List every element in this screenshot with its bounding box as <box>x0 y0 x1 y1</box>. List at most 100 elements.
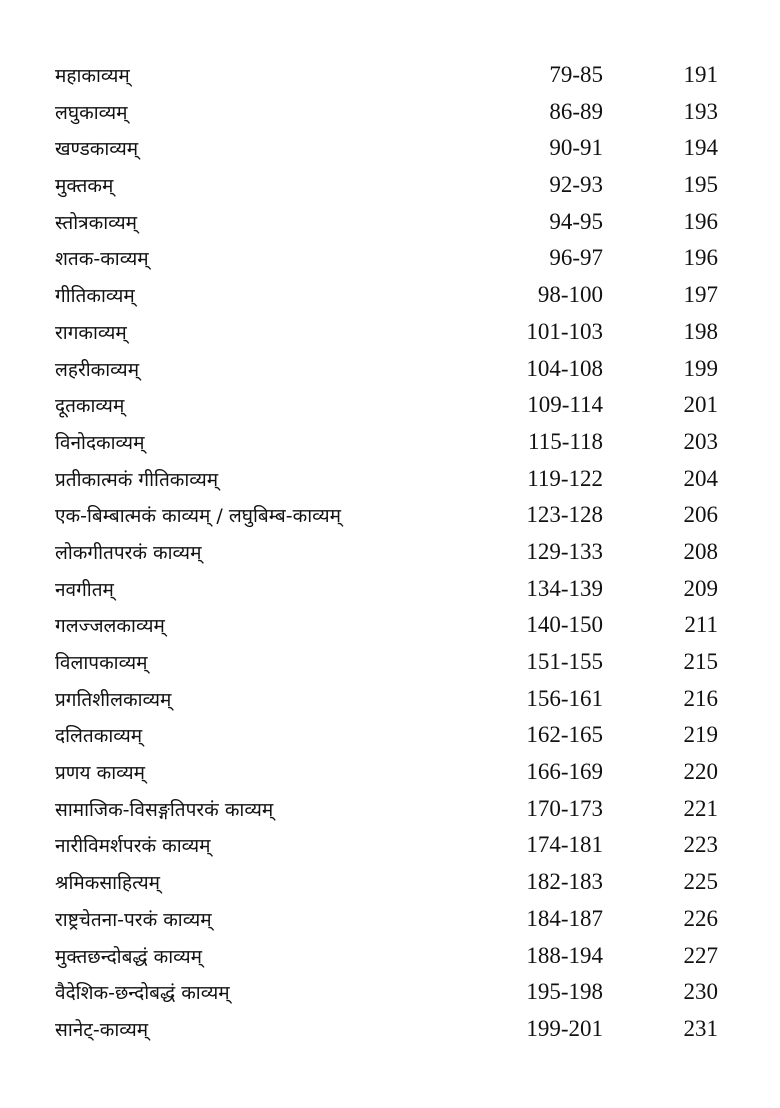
entry-range: 101-103 <box>526 318 603 344</box>
table-of-contents: महाकाव्यम् 79-85 191 लघुकाव्यम् 86-89 193 खण्ड… <box>0 60 780 1051</box>
entry-title: नवगीतम् <box>55 578 114 601</box>
entry-page: 194 <box>683 135 719 161</box>
entry-page: 231 <box>683 1015 719 1041</box>
entry-range: 182-183 <box>526 869 603 895</box>
entry-title: राष्ट्रचेतना-परकं काव्यम् <box>55 908 212 931</box>
entry-page: 201 <box>683 392 719 418</box>
entry-range: 129-133 <box>526 538 603 564</box>
entry-range: 170-173 <box>526 795 603 821</box>
entry-page: 204 <box>683 465 719 491</box>
entry-title: लहरीकाव्यम् <box>55 358 140 381</box>
toc-entry: विलापकाव्यम् 151-155 215 <box>0 647 780 684</box>
entry-page: 197 <box>683 282 719 308</box>
entry-title: प्रगतिशीलकाव्यम् <box>55 688 172 711</box>
toc-entry: वैदेशिक-छन्दोबद्धं काव्यम् 195-198 230 <box>0 977 780 1014</box>
entry-title: शतक-काव्यम् <box>55 248 149 271</box>
toc-entry: स्तोत्रकाव्यम् 94-95 196 <box>0 207 780 244</box>
entry-range: 123-128 <box>526 502 603 528</box>
toc-entry: रागकाव्यम् 101-103 198 <box>0 317 780 354</box>
entry-range: 134-139 <box>526 575 603 601</box>
entry-page: 208 <box>683 538 719 564</box>
toc-entry: गलज्जलकाव्यम् 140-150 211 <box>0 610 780 647</box>
toc-entry: मुक्तछन्दोबद्धं काव्यम् 188-194 227 <box>0 941 780 978</box>
toc-entry: लहरीकाव्यम् 104-108 199 <box>0 354 780 391</box>
entry-range: 109-114 <box>527 392 603 418</box>
entry-title: गीतिकाव्यम् <box>55 285 135 308</box>
entry-title: नारीविमर्शपरकं काव्यम् <box>55 835 211 858</box>
entry-page: 196 <box>683 208 719 234</box>
entry-page: 191 <box>683 62 719 87</box>
entry-title: श्रमिकसाहित्यम् <box>55 872 160 895</box>
entry-range: 140-150 <box>526 612 603 638</box>
entry-range: 162-165 <box>526 722 603 748</box>
toc-entry: श्रमिकसाहित्यम् 182-183 225 <box>0 867 780 904</box>
toc-entry: मुक्तकम् 92-93 195 <box>0 170 780 207</box>
entry-page: 206 <box>683 502 719 528</box>
entry-range: 94-95 <box>549 208 603 234</box>
toc-entry: सामाजिक-विसङ्गतिपरकं काव्यम् 170-173 221 <box>0 794 780 831</box>
entry-title: दूतकाव्यम् <box>55 395 125 418</box>
entry-title: गलज्जलकाव्यम् <box>55 615 165 638</box>
toc-entry: एक-बिम्बात्मकं काव्यम् / लघुबिम्ब-काव्यम… <box>0 500 780 537</box>
entry-range: 96-97 <box>549 245 603 271</box>
entry-page: 226 <box>683 905 719 931</box>
toc-entry: राष्ट्रचेतना-परकं काव्यम् 184-187 226 <box>0 904 780 941</box>
entry-range: 184-187 <box>526 905 603 931</box>
entry-page: 198 <box>683 318 719 344</box>
toc-entry: विनोदकाव्यम् 115-118 203 <box>0 427 780 464</box>
entry-range: 79-85 <box>549 62 603 87</box>
entry-page: 221 <box>683 795 719 821</box>
entry-range: 151-155 <box>526 649 603 674</box>
entry-page: 195 <box>683 172 719 198</box>
entry-range: 98-100 <box>537 282 603 308</box>
entry-range: 86-89 <box>549 98 603 124</box>
entry-page: 199 <box>683 355 719 381</box>
entry-title: विनोदकाव्यम् <box>55 431 145 454</box>
toc-entry: शतक-काव्यम् 96-97 196 <box>0 243 780 280</box>
toc-entry: खण्डकाव्यम् 90-91 194 <box>0 133 780 170</box>
entry-title: सानेट्-काव्यम् <box>55 1018 149 1041</box>
entry-title: वैदेशिक-छन्दोबद्धं काव्यम् <box>55 982 230 1005</box>
toc-entry: लघुकाव्यम् 86-89 193 <box>0 97 780 134</box>
entry-range: 115-118 <box>528 428 603 454</box>
entry-title: महाकाव्यम् <box>55 65 130 87</box>
entry-title: दलितकाव्यम् <box>55 725 143 748</box>
entry-page: 225 <box>683 869 719 895</box>
toc-entry: नारीविमर्शपरकं काव्यम् 174-181 223 <box>0 830 780 867</box>
entry-title: रागकाव्यम् <box>55 321 127 344</box>
toc-entry: प्रतीकात्मकं गीतिकाव्यम् 119-122 204 <box>0 464 780 501</box>
entry-title: एक-बिम्बात्मकं काव्यम् / लघुबिम्ब-काव्यम… <box>55 505 342 528</box>
entry-title: खण्डकाव्यम् <box>55 138 139 161</box>
entry-title: लघुकाव्यम् <box>55 101 128 124</box>
entry-title: प्रणय काव्यम् <box>55 762 146 785</box>
toc-entry: लोकगीतपरकं काव्यम् 129-133 208 <box>0 537 780 574</box>
toc-entry: सानेट्-काव्यम् 199-201 231 <box>0 1014 780 1051</box>
entry-range: 104-108 <box>526 355 603 381</box>
entry-range: 166-169 <box>526 759 603 785</box>
entry-page: 193 <box>683 98 719 124</box>
toc-entry: महाकाव्यम् 79-85 191 <box>0 60 780 97</box>
entry-page: 216 <box>683 685 719 711</box>
toc-entry: दूतकाव्यम् 109-114 201 <box>0 390 780 427</box>
entry-range: 90-91 <box>549 135 603 161</box>
entry-range: 188-194 <box>526 942 603 968</box>
entry-range: 199-201 <box>526 1015 603 1041</box>
entry-title: स्तोत्रकाव्यम् <box>55 211 138 234</box>
entry-title: प्रतीकात्मकं गीतिकाव्यम् <box>55 468 219 491</box>
entry-page: 203 <box>683 428 719 454</box>
entry-title: सामाजिक-विसङ्गतिपरकं काव्यम् <box>55 798 274 821</box>
entry-title: मुक्तकम् <box>55 175 114 198</box>
entry-page: 209 <box>683 575 719 601</box>
entry-page: 219 <box>683 722 719 748</box>
entry-title: लोकगीतपरकं काव्यम् <box>55 541 202 564</box>
entry-range: 92-93 <box>549 172 603 198</box>
entry-range: 174-181 <box>526 832 603 858</box>
entry-page: 230 <box>683 979 719 1005</box>
entry-page: 227 <box>683 942 719 968</box>
toc-entry: प्रगतिशीलकाव्यम् 156-161 216 <box>0 684 780 721</box>
entry-page: 220 <box>683 759 719 785</box>
entry-page: 223 <box>683 832 719 858</box>
entry-range: 195-198 <box>526 979 603 1005</box>
entry-title: मुक्तछन्दोबद्धं काव्यम् <box>55 945 203 968</box>
entry-page: 196 <box>683 245 719 271</box>
